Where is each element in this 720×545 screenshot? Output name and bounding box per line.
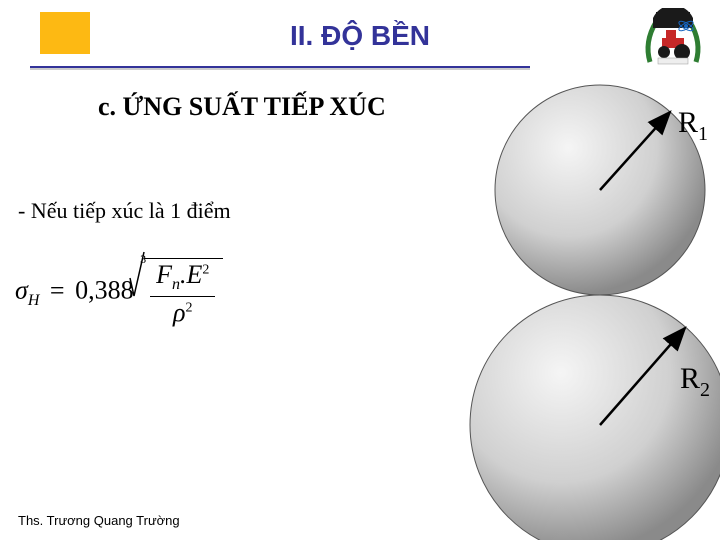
page-title: II. ĐỘ BỀN <box>0 20 720 52</box>
fraction: Fn.E2 ρ2 <box>150 261 215 327</box>
radical-icon <box>128 248 148 312</box>
book-icon <box>658 58 688 64</box>
sigma-sub: H <box>28 292 40 309</box>
spheres-diagram: R1 R2 <box>430 70 720 540</box>
footer-author: Ths. Trương Quang Trường <box>18 513 180 528</box>
radicand: Fn.E2 ρ2 <box>144 258 223 327</box>
denominator: ρ2 <box>150 297 215 328</box>
cube-root: 3 Fn.E2 ρ2 <box>142 258 223 327</box>
section-subtitle: c. ỨNG SUẤT TIẾP XÚC <box>98 92 386 122</box>
body-text: - Nếu tiếp xúc là 1 điểm <box>18 198 231 224</box>
numerator: Fn.E2 <box>150 261 215 297</box>
coefficient: 0,388 <box>75 276 134 305</box>
equals: = <box>46 276 69 305</box>
atom-icon <box>684 24 688 28</box>
institution-logo <box>638 8 708 70</box>
sigma-symbol: σ <box>15 276 28 305</box>
formula: σH = 0,388 3 Fn.E2 ρ2 <box>15 258 223 327</box>
